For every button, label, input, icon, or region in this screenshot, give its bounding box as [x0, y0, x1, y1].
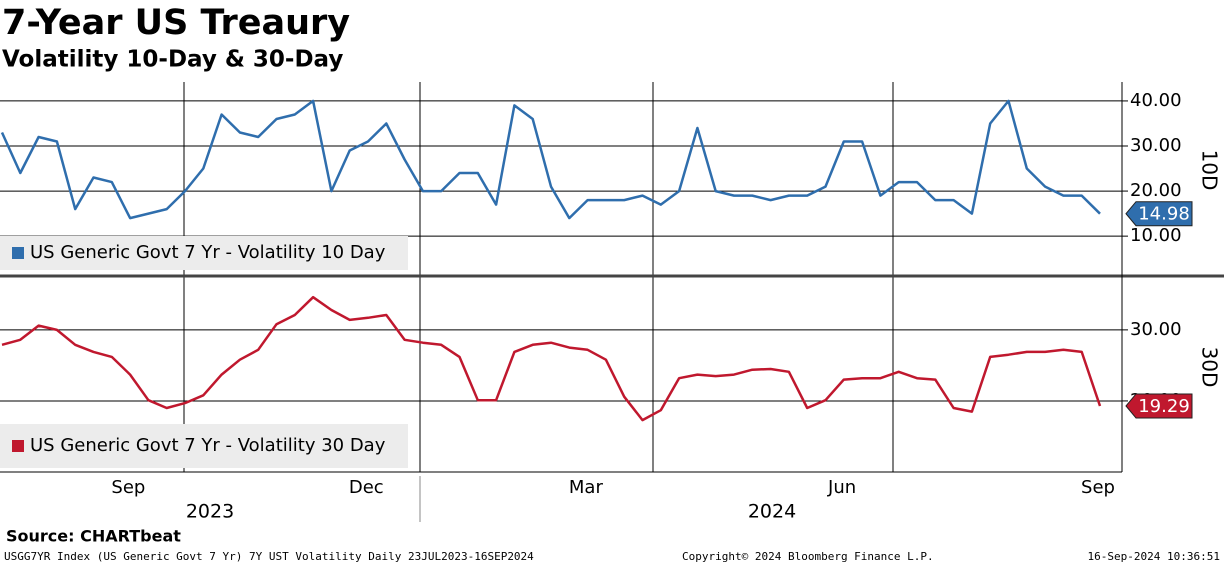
y-tick-label: 10.00 [1130, 225, 1182, 246]
legend-swatch [12, 247, 24, 259]
last-value-tag [1125, 201, 1193, 227]
last-value-label: 19.29 [1138, 396, 1190, 417]
x-tick-label: Dec [349, 477, 384, 498]
year-label: 2023 [186, 501, 234, 523]
y-tick-label: 20.00 [1130, 180, 1182, 201]
y-tick-label: 30.00 [1130, 135, 1182, 156]
chart-subtitle: Volatility 10-Day & 30-Day [2, 47, 343, 73]
source: Source: CHARTbeat [6, 527, 181, 546]
chart-title: 7-Year US Treaury [2, 3, 350, 43]
footer-right: 16-Sep-2024 10:36:51 [1088, 550, 1220, 563]
legend-box [0, 236, 408, 270]
x-tick-label: Mar [569, 477, 604, 498]
series-line [0, 99, 1101, 220]
y-axis-label: 30D [1198, 347, 1222, 388]
legend-box [0, 424, 408, 468]
x-tick-label: Jun [827, 477, 856, 498]
x-tick-label: Sep [1081, 477, 1115, 498]
x-tick-label: Sep [111, 477, 145, 498]
series-line [1, 295, 1102, 422]
legend-label: US Generic Govt 7 Yr - Volatility 30 Day [30, 435, 386, 456]
footer-center: Copyright© 2024 Bloomberg Finance L.P. [682, 550, 934, 563]
y-tick-label: 40.00 [1130, 90, 1182, 111]
last-value-label: 14.98 [1138, 204, 1190, 225]
legend-swatch [12, 440, 24, 452]
footer-left: USGG7YR Index (US Generic Govt 7 Yr) 7Y … [4, 550, 534, 563]
y-tick-label: 30.00 [1130, 319, 1182, 340]
year-label: 2024 [748, 501, 796, 523]
y-axis-label: 10D [1198, 150, 1222, 191]
last-value-tag [1125, 393, 1193, 419]
legend-label: US Generic Govt 7 Yr - Volatility 10 Day [30, 242, 386, 263]
